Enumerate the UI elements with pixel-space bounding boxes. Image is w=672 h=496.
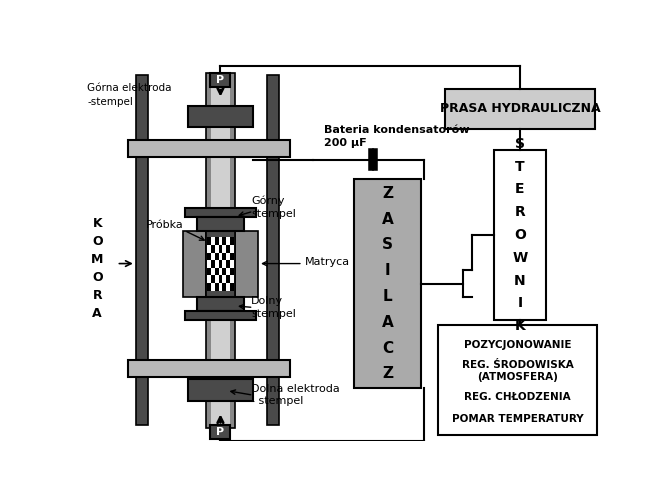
Bar xyxy=(438,325,597,434)
Bar xyxy=(218,283,222,291)
Bar xyxy=(218,245,222,252)
Bar xyxy=(211,238,215,245)
Text: Z
A
S
I
L
A
C
Z: Z A S I L A C Z xyxy=(382,186,393,381)
Bar xyxy=(210,425,230,439)
Bar xyxy=(353,179,421,388)
Text: P: P xyxy=(216,427,224,437)
Bar xyxy=(208,275,211,283)
Bar xyxy=(226,238,230,245)
Bar xyxy=(215,283,218,291)
Bar xyxy=(218,238,222,245)
Bar xyxy=(222,283,226,291)
Bar xyxy=(226,283,230,291)
Text: Dolny
stempel: Dolny stempel xyxy=(251,296,296,318)
Text: Matryca: Matryca xyxy=(305,257,350,267)
Bar xyxy=(211,252,215,260)
Text: REG. CHŁODZENIA: REG. CHŁODZENIA xyxy=(464,392,571,402)
Text: Górna elektroda
-stempel: Górna elektroda -stempel xyxy=(87,83,172,107)
Bar xyxy=(211,245,215,252)
Bar xyxy=(198,217,243,231)
Text: Bateria kondensatorów
200 μF: Bateria kondensatorów 200 μF xyxy=(325,125,470,148)
Bar xyxy=(230,275,234,283)
Bar xyxy=(222,245,226,252)
Bar xyxy=(226,260,230,268)
Bar xyxy=(208,238,211,245)
Bar xyxy=(208,268,211,275)
Bar xyxy=(208,252,211,260)
Bar xyxy=(235,231,258,297)
Bar xyxy=(210,73,230,87)
Bar xyxy=(230,238,234,245)
Bar xyxy=(222,260,226,268)
Bar xyxy=(208,245,211,252)
Bar xyxy=(208,283,211,291)
Bar xyxy=(230,268,234,275)
Bar xyxy=(218,275,222,283)
Bar xyxy=(494,150,546,320)
Bar xyxy=(188,106,253,127)
Bar xyxy=(230,252,234,260)
Bar xyxy=(188,379,253,401)
Bar xyxy=(211,275,215,283)
Bar xyxy=(218,268,222,275)
Bar xyxy=(211,260,215,268)
Text: Górny
stempel: Górny stempel xyxy=(251,196,296,219)
Text: REG. ŚRODOWISKA
(ATMOSFERA): REG. ŚRODOWISKA (ATMOSFERA) xyxy=(462,360,573,382)
Text: POMAR TEMPERATURY: POMAR TEMPERATURY xyxy=(452,414,583,424)
Bar xyxy=(183,231,206,297)
Bar xyxy=(128,140,290,157)
Bar xyxy=(444,89,595,129)
Bar xyxy=(215,260,218,268)
Bar xyxy=(222,275,226,283)
Bar xyxy=(226,268,230,275)
Bar xyxy=(198,297,243,310)
Bar xyxy=(218,252,222,260)
Bar xyxy=(211,283,215,291)
Text: PRASA HYDRAULICZNA: PRASA HYDRAULICZNA xyxy=(439,102,600,115)
Bar xyxy=(211,73,230,428)
Text: POZYCJONOWANIE: POZYCJONOWANIE xyxy=(464,340,571,350)
Text: Próbka: Próbka xyxy=(146,220,183,230)
Bar xyxy=(206,231,235,297)
Bar xyxy=(226,275,230,283)
Bar xyxy=(230,283,234,291)
Text: S
T
E
R
O
W
N
I
K: S T E R O W N I K xyxy=(512,137,528,333)
Bar xyxy=(218,260,222,268)
Text: K
O
M
O
R
A: K O M O R A xyxy=(91,217,103,320)
Bar xyxy=(226,252,230,260)
Bar xyxy=(211,268,215,275)
Bar xyxy=(185,208,256,217)
Bar xyxy=(267,75,279,425)
Bar xyxy=(128,360,290,377)
Text: P: P xyxy=(216,75,224,85)
Bar xyxy=(222,268,226,275)
Bar xyxy=(215,275,218,283)
Bar xyxy=(222,238,226,245)
Text: Dolna elektroda
- stempel: Dolna elektroda - stempel xyxy=(251,384,340,406)
Bar xyxy=(226,245,230,252)
Bar xyxy=(222,252,226,260)
Bar xyxy=(206,73,235,428)
Bar xyxy=(215,268,218,275)
Bar xyxy=(185,310,256,320)
Bar xyxy=(230,245,234,252)
Bar xyxy=(215,245,218,252)
Bar xyxy=(215,238,218,245)
Bar xyxy=(215,252,218,260)
Bar xyxy=(208,260,211,268)
Bar xyxy=(230,260,234,268)
Bar xyxy=(136,75,148,425)
